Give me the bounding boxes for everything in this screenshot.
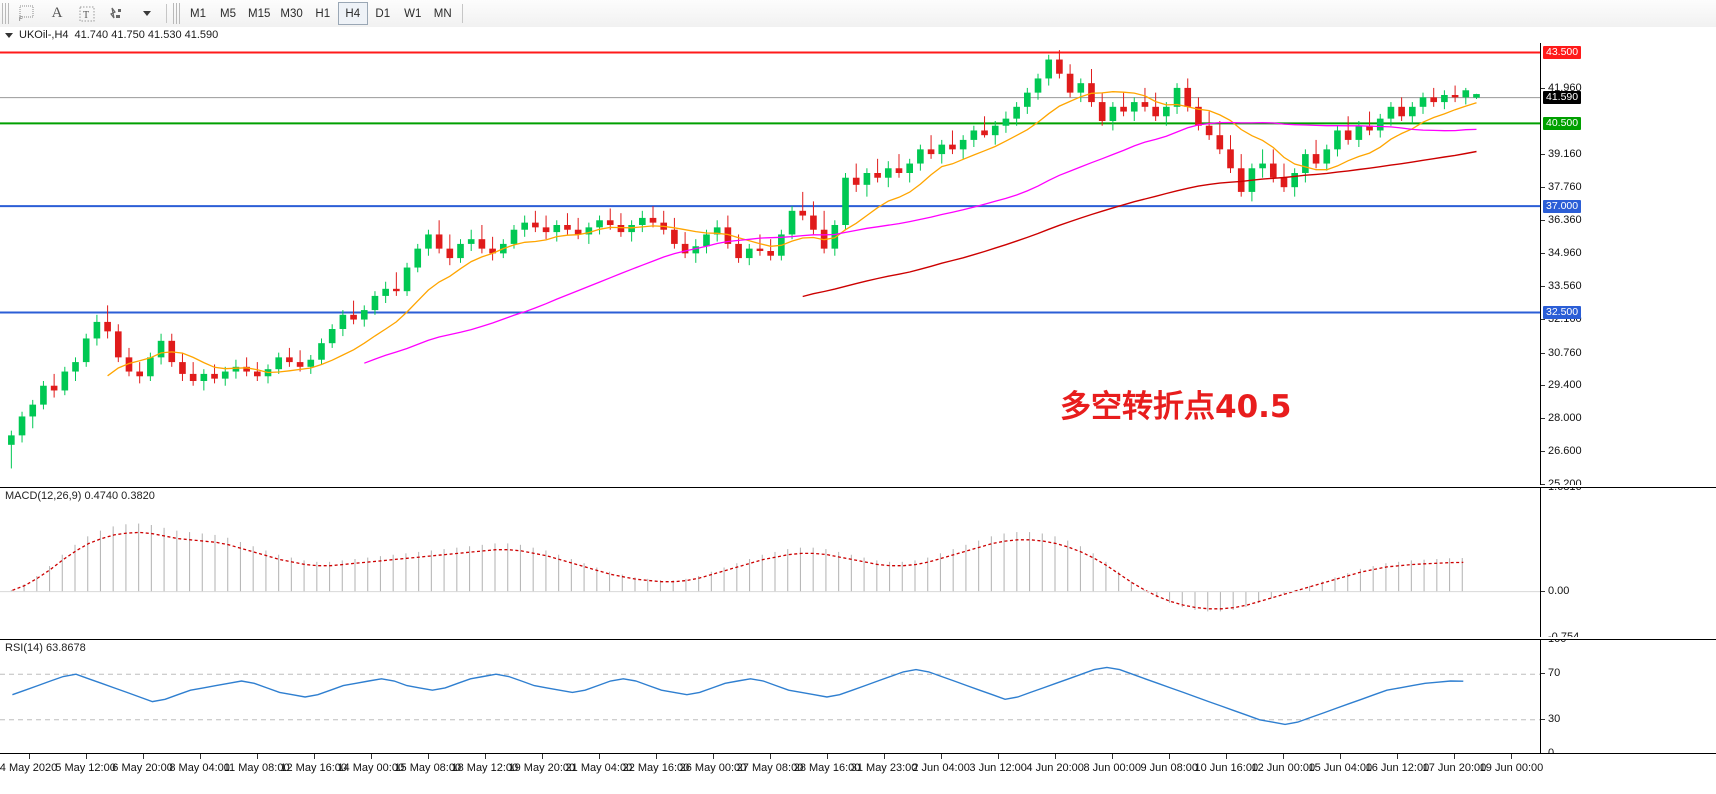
rsi-plot[interactable] bbox=[0, 640, 1540, 753]
macd-plot[interactable] bbox=[0, 488, 1540, 637]
time-label: 22 May 16:00 bbox=[622, 762, 690, 774]
rsi-scale[interactable]: 100 70 30 0 bbox=[1540, 640, 1716, 753]
main-toolbar: F A T M1 M5 M15 M30 H1 H4 D1 W1 bbox=[0, 0, 1716, 28]
chart-annotation: 多空转折点40.5 bbox=[1060, 389, 1292, 425]
time-tick bbox=[199, 754, 201, 759]
toolbar-divider bbox=[166, 4, 167, 23]
time-tick bbox=[484, 754, 486, 759]
price-tag[interactable]: 32.500 bbox=[1543, 305, 1582, 319]
chevron-down-icon[interactable] bbox=[132, 2, 162, 25]
time-tick bbox=[770, 754, 771, 759]
timeframe-d1[interactable]: D1 bbox=[375, 7, 391, 20]
time-label: 15 Jun 04:00 bbox=[1308, 762, 1373, 774]
time-label: 31 May 23:00 bbox=[850, 762, 918, 774]
time-label: 28 May 16:00 bbox=[793, 762, 861, 774]
time-label: 6 May 20:00 bbox=[112, 762, 173, 774]
crosshair-icon[interactable]: F bbox=[12, 2, 42, 25]
macd-label: MACD(12,26,9) 0.4740 0.3820 bbox=[5, 490, 155, 502]
time-tick bbox=[313, 754, 315, 759]
time-tick bbox=[427, 754, 429, 759]
time-tick bbox=[541, 754, 543, 759]
chart-area: UKOil-,H4 41.740 41.750 41.530 41.590 多空… bbox=[0, 27, 1716, 793]
time-axis[interactable]: 4 May 2020 5 May 12:00 6 May 20:00 8 May 04… bbox=[0, 753, 1716, 794]
time-tick bbox=[1397, 754, 1399, 759]
time-label: 4 Jun 20:00 bbox=[1026, 762, 1084, 774]
price-tag[interactable]: 43.500 bbox=[1543, 45, 1582, 59]
time-label: 2 Jun 04:00 bbox=[912, 762, 970, 774]
timeframe-w1[interactable]: W1 bbox=[404, 7, 422, 20]
price-panel[interactable]: 多空转折点40.5 41.960 39.160 37.760 36.360 34.960… bbox=[0, 43, 1716, 485]
time-tick bbox=[142, 754, 144, 759]
time-tick bbox=[712, 754, 714, 759]
macd-scale[interactable]: 1.6816 0.00 -0.754 bbox=[1540, 488, 1716, 637]
time-tick bbox=[1283, 754, 1285, 759]
toolbar-grip[interactable] bbox=[2, 3, 9, 24]
time-tick bbox=[827, 754, 829, 759]
time-tick bbox=[1454, 754, 1456, 759]
time-label: 12 May 16:00 bbox=[280, 762, 348, 774]
timeframe-mn[interactable]: MN bbox=[433, 7, 452, 20]
svg-text:T: T bbox=[83, 10, 89, 21]
price-tag[interactable]: 40.500 bbox=[1543, 116, 1582, 130]
timeframe-h4[interactable]: H4 bbox=[337, 2, 368, 25]
collapse-icon[interactable] bbox=[5, 32, 13, 38]
timeframe-m1[interactable]: M1 bbox=[190, 7, 206, 20]
ohlc-values: 41.740 41.750 41.530 41.590 bbox=[74, 29, 219, 41]
timeframe-m30[interactable]: M30 bbox=[280, 7, 303, 20]
time-tick bbox=[1226, 754, 1228, 759]
time-label: 19 Jun 00:00 bbox=[1479, 762, 1544, 774]
time-label: 16 Jun 12:00 bbox=[1365, 762, 1430, 774]
text-label-icon[interactable]: T bbox=[72, 2, 102, 25]
time-label: 19 May 20:00 bbox=[508, 762, 576, 774]
time-label: 4 May 2020 bbox=[0, 762, 58, 774]
objects-icon[interactable] bbox=[102, 2, 132, 25]
time-label: 5 May 12:00 bbox=[55, 762, 116, 774]
time-label: 14 May 00:00 bbox=[337, 762, 405, 774]
time-label: 9 Jun 08:00 bbox=[1140, 762, 1199, 774]
symbol-label: UKOil-,H4 bbox=[19, 29, 69, 41]
svg-text:F: F bbox=[19, 17, 23, 22]
time-label: 8 Jun 00:00 bbox=[1083, 762, 1141, 774]
time-tick bbox=[655, 754, 657, 759]
time-label: 27 May 08:00 bbox=[736, 762, 804, 774]
price-plot[interactable]: 多空转折点40.5 bbox=[0, 43, 1540, 485]
time-label: 21 May 04:00 bbox=[565, 762, 633, 774]
time-tick bbox=[28, 754, 30, 759]
timeframe-grip[interactable] bbox=[173, 3, 180, 24]
time-tick bbox=[884, 754, 886, 759]
time-label: 26 May 00:00 bbox=[679, 762, 747, 774]
time-tick bbox=[941, 754, 943, 759]
time-tick bbox=[256, 754, 258, 759]
rsi-label: RSI(14) 63.8678 bbox=[5, 642, 86, 654]
toolbar-divider-2 bbox=[461, 4, 463, 23]
time-label: 8 May 04:00 bbox=[169, 762, 230, 774]
timeframe-m5[interactable]: M5 bbox=[220, 7, 236, 20]
time-label: 11 May 08:00 bbox=[223, 762, 290, 774]
price-tag[interactable]: 41.590 bbox=[1543, 91, 1582, 105]
time-label: 3 Jun 12:00 bbox=[969, 762, 1027, 774]
rsi-panel[interactable]: RSI(14) 63.8678 100 70 30 0 bbox=[0, 639, 1716, 753]
time-tick bbox=[1169, 754, 1171, 759]
time-label: 17 Jun 20:00 bbox=[1422, 762, 1487, 774]
macd-panel[interactable]: MACD(12,26,9) 0.4740 0.3820 1.6816 0.00 -0… bbox=[0, 487, 1716, 637]
time-tick bbox=[1055, 754, 1057, 759]
time-label: 10 Jun 16:00 bbox=[1194, 762, 1259, 774]
time-tick bbox=[1340, 754, 1342, 759]
time-label: 15 May 08:00 bbox=[394, 762, 462, 774]
time-tick bbox=[370, 754, 372, 759]
timeframe-m15[interactable]: M15 bbox=[248, 7, 271, 20]
timeframe-h1[interactable]: H1 bbox=[315, 7, 331, 20]
time-tick bbox=[85, 754, 87, 759]
symbol-info-bar: UKOil-,H4 41.740 41.750 41.530 41.590 bbox=[0, 27, 1716, 43]
time-tick bbox=[1511, 754, 1513, 759]
time-tick bbox=[598, 754, 600, 759]
time-tick bbox=[1112, 754, 1114, 759]
time-tick bbox=[998, 754, 1000, 759]
time-label: 18 May 12:00 bbox=[451, 762, 519, 774]
time-label: 12 Jun 00:00 bbox=[1251, 762, 1316, 774]
text-tool-icon[interactable]: A bbox=[51, 5, 63, 21]
price-scale[interactable]: 41.960 39.160 37.760 36.360 34.960 33.560 32.1… bbox=[1540, 43, 1716, 485]
price-tag[interactable]: 37.000 bbox=[1543, 199, 1582, 213]
